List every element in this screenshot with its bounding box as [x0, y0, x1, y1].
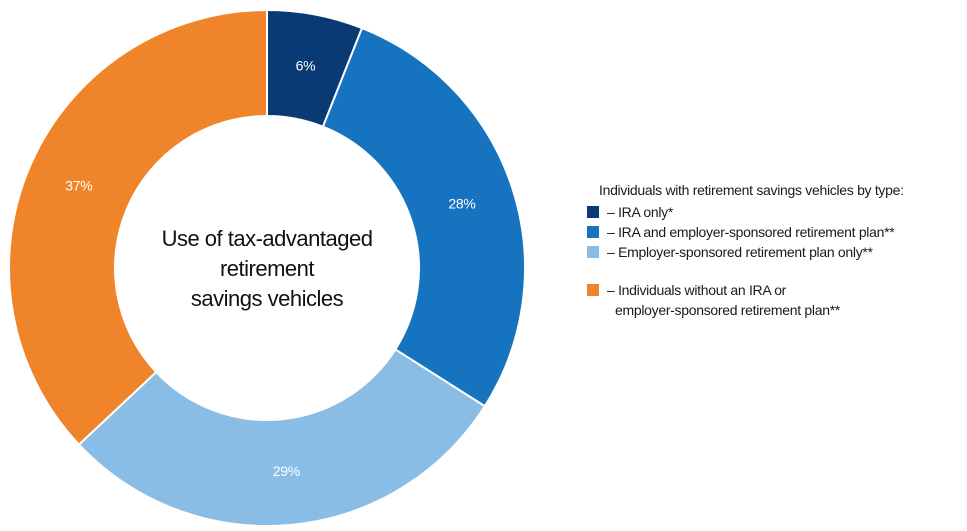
legend-label-ira-and-employer: IRA and employer-sponsored retirement pl… [618, 224, 895, 240]
slice-ira-and-employer-label: 28% [448, 195, 475, 211]
legend-prefix: – [607, 224, 615, 240]
center-title-line-1: Use of tax-advantaged [162, 226, 373, 251]
legend-swatch-employer-only [587, 246, 599, 258]
legend-swatch-without [587, 284, 599, 296]
legend-prefix: – [607, 204, 615, 220]
legend-item-ira-only: – IRA only* [587, 202, 967, 222]
legend-title: Individuals with retirement savings vehi… [599, 182, 904, 198]
center-title-line-3: savings vehicles [191, 286, 344, 311]
legend-label-ira-only: IRA only* [618, 204, 673, 220]
legend-item-employer-only: – Employer-sponsored retirement plan onl… [587, 242, 967, 262]
slice-ira-and-employer [321, 26, 526, 408]
legend-swatch-ira-and-employer [587, 226, 599, 238]
slice-ira-only-label: 6% [296, 57, 316, 73]
legend-swatch-ira-only [587, 206, 599, 218]
legend-item-without: – Individuals without an IRA or employer… [587, 280, 967, 320]
slice-employer-only [77, 348, 487, 527]
legend-prefix: – [607, 282, 615, 298]
legend-item-ira-and-employer: – IRA and employer-sponsored retirement … [587, 222, 967, 242]
slice-without-label: 37% [65, 177, 92, 193]
legend-label-without-line2: employer-sponsored retirement plan** [615, 302, 840, 318]
legend-label-without: Individuals without an IRA or [618, 282, 787, 298]
slice-without [8, 8, 268, 447]
legend: Individuals with retirement savings vehi… [587, 180, 967, 320]
center-title-line-2: retirement [220, 256, 314, 281]
legend-prefix: – [607, 244, 615, 260]
slice-employer-only-label: 29% [273, 463, 300, 479]
legend-label-employer-only: Employer-sponsored retirement plan only*… [618, 244, 873, 260]
